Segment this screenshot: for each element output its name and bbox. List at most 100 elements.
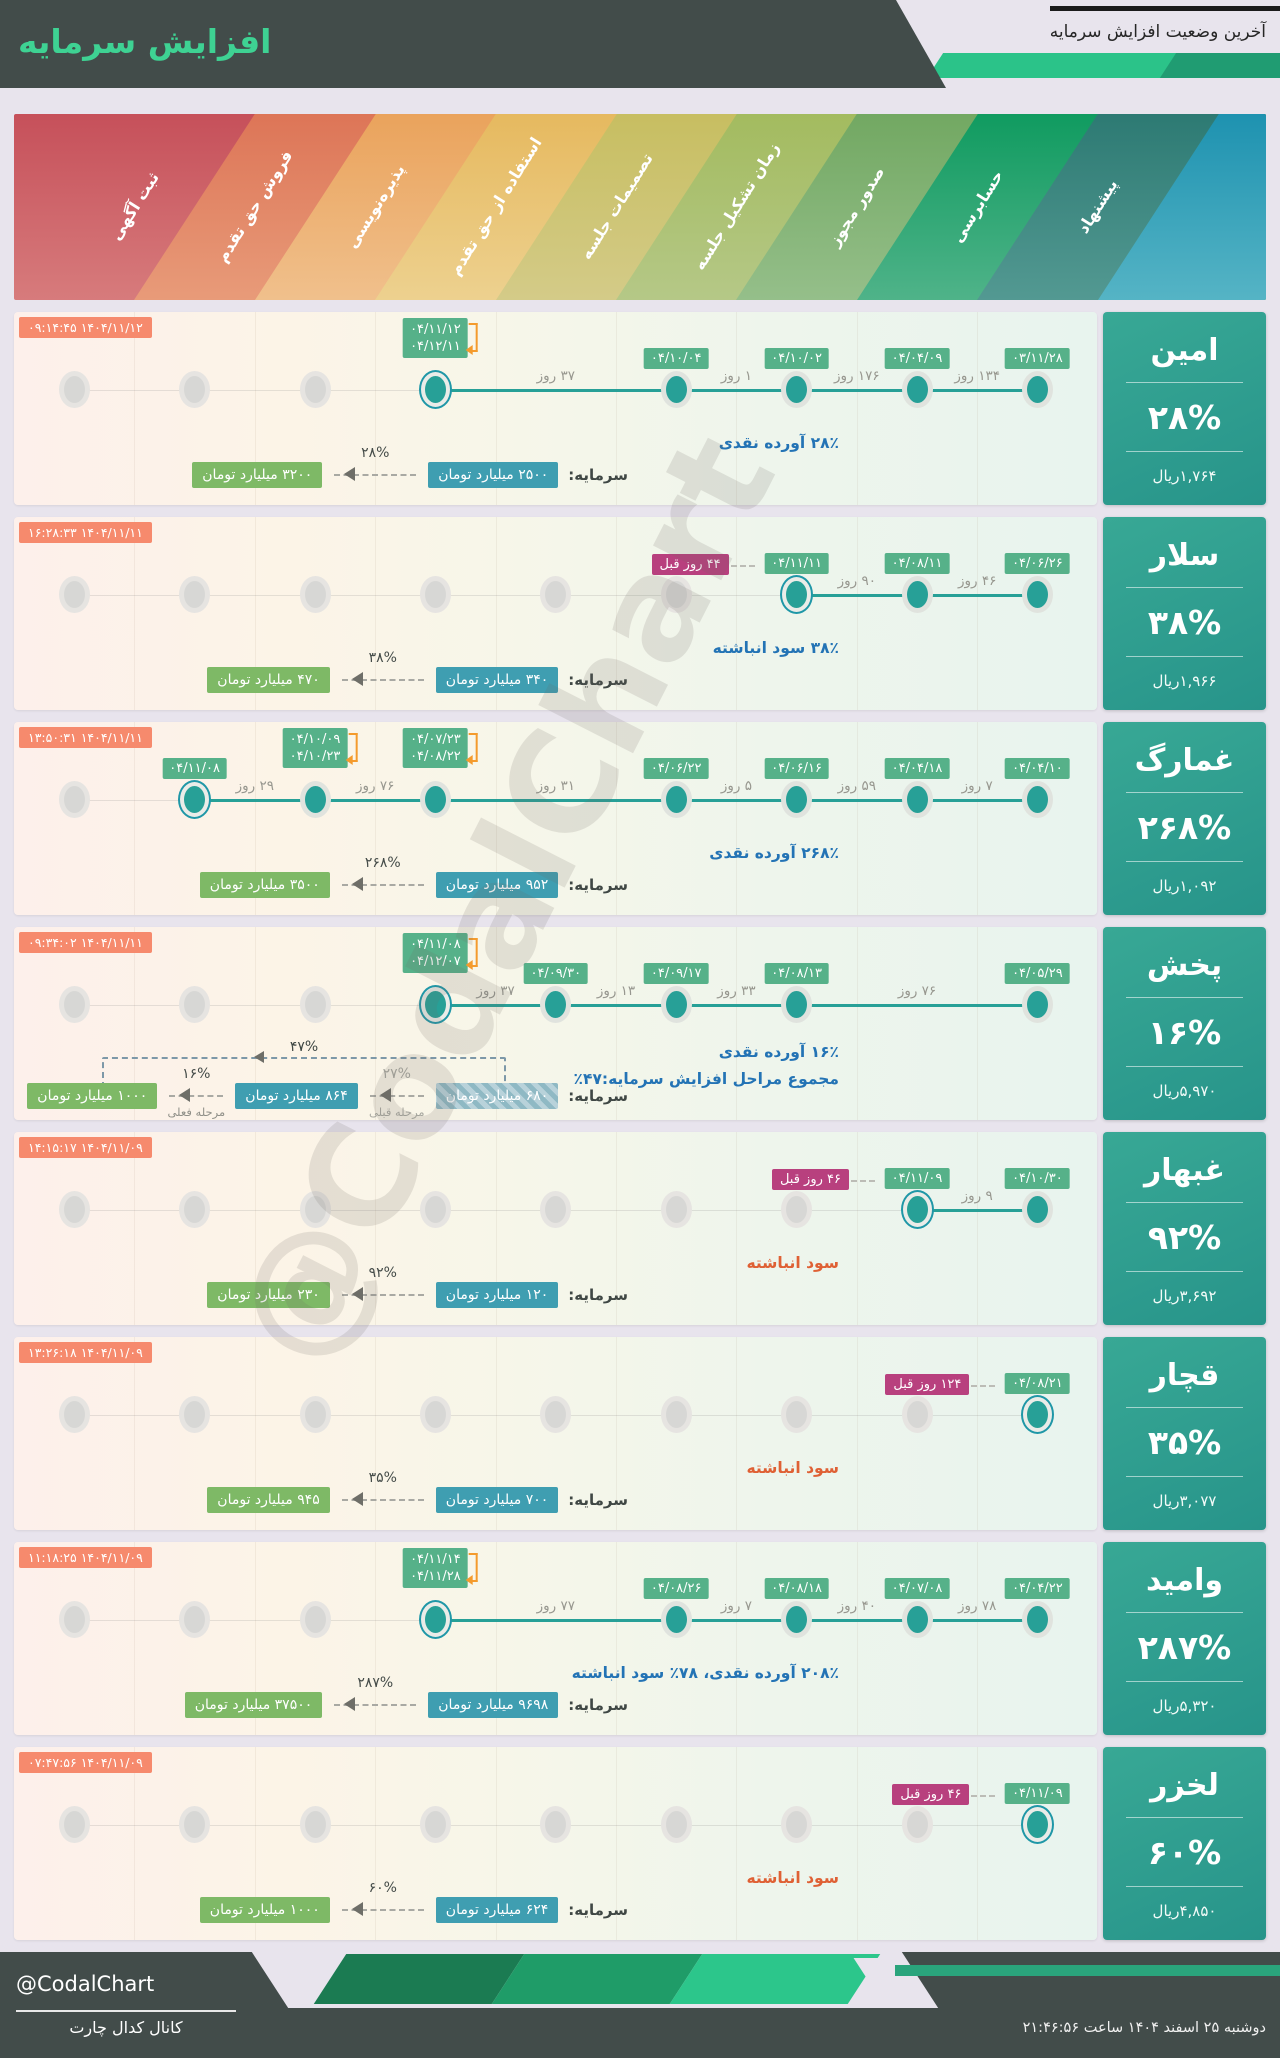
date-text: ۰۴/۱۱/۲۸ — [410, 1569, 461, 1584]
header-dark-wedge: افزایش سرمایه — [0, 0, 946, 88]
date-text: ۰۴/۰۵/۲۹ — [1012, 966, 1063, 981]
timeline-dot-inactive — [304, 581, 326, 608]
date-badge: ۰۴/۰۴/۱۸ — [884, 758, 950, 779]
days-ago-connector — [730, 565, 755, 567]
card-divider — [1125, 1271, 1244, 1272]
column-separator — [254, 1337, 256, 1530]
date-text: ۰۴/۱۲/۱۱ — [410, 339, 461, 354]
company-percent: ۱۶% — [1147, 1012, 1222, 1052]
column-separator — [856, 927, 858, 1120]
capital-arrow: ۹۲% — [340, 1265, 426, 1307]
date-text: ۰۴/۱۲/۰۷ — [410, 954, 461, 969]
company-name: سلار — [1149, 537, 1220, 573]
timeline-dot-current — [786, 581, 808, 608]
timeline-dot-done — [906, 786, 928, 813]
date-badge: ۰۴/۰۹/۱۷ — [643, 963, 709, 984]
timeline-dot-inactive — [665, 1196, 687, 1223]
column-separator — [254, 1747, 256, 1940]
days-gap-label: ۳۷ روز — [536, 368, 575, 384]
timeline-dot-inactive — [63, 1811, 85, 1838]
timeline-dot-done — [786, 786, 808, 813]
timeline-dot-inactive — [545, 581, 567, 608]
column-separator — [495, 722, 497, 915]
column-separator — [856, 1337, 858, 1530]
capital-value-badge: ۲۳۰ میلیارد تومان — [207, 1282, 330, 1308]
capital-value-badge: ۳۷۵۰۰ میلیارد تومان — [184, 1692, 323, 1718]
capital-label: سرمایه: — [568, 466, 628, 484]
capital-stage-note: مرحله فعلی — [167, 1105, 226, 1119]
timeline-dot-inactive — [906, 1401, 928, 1428]
date-badge: ۰۴/۰۴/۱۰ — [1005, 758, 1070, 779]
company-card: وامید ۲۸۷% ۵,۳۲۰ریال — [1103, 1542, 1266, 1735]
row-description-line: مجموع مراحل افزایش سرمایه:۴۷٪ — [573, 1070, 839, 1088]
capital-value-badge: ۳۲۰۰ میلیارد تومان — [192, 462, 323, 488]
timeline-dot-inactive — [184, 376, 206, 403]
timeline-dot-inactive — [184, 1606, 206, 1633]
company-card: پخش ۱۶% ۵,۹۷۰ریال — [1103, 927, 1266, 1120]
company-percent: ۹۲% — [1147, 1217, 1222, 1257]
timeline-dot-done — [665, 1606, 687, 1633]
capital-value-badge: ۹۴۵ میلیارد تومان — [207, 1487, 330, 1513]
update-timestamp-badge: ۱۴۰۴/۱۱/۰۹ ۱۴:۱۵:۱۷ — [19, 1137, 152, 1158]
timeline-dot-done — [1026, 991, 1048, 1018]
footer-datetime: دوشنبه ۲۵ اسفند ۱۴۰۴ ساعت ۲۱:۴۶:۵۶ — [1022, 2020, 1266, 2036]
company-percent: ۳۸% — [1147, 602, 1222, 642]
timeline-dot-inactive — [184, 991, 206, 1018]
footer-green-bar — [895, 1965, 1280, 1976]
column-separator — [616, 517, 617, 710]
row-description-line: سود انباشته — [746, 1459, 839, 1477]
days-gap-label: ۷۶ روز — [356, 778, 395, 794]
column-separator — [856, 517, 858, 710]
capital-arrow: ۳۸% — [340, 650, 426, 692]
capital-total-arrow-icon — [254, 1051, 264, 1063]
column-separator — [134, 1337, 136, 1530]
range-bracket-arrow-icon — [345, 755, 353, 765]
timeline-dot-inactive — [424, 581, 446, 608]
days-gap-label: ۹۰ روز — [837, 573, 876, 589]
capital-strip: سرمایه: ۳۴۰ میلیارد تومان ۳۸% ۴۷۰ میلیارد ت… — [28, 650, 628, 703]
date-text: ۰۴/۰۸/۲۲ — [410, 749, 461, 764]
row-description-line: ۳۸٪ سود انباشته — [712, 639, 839, 657]
column-separator — [616, 1132, 617, 1325]
date-badge: ۰۴/۰۶/۱۶ — [764, 758, 829, 779]
column-separator — [495, 312, 497, 505]
company-price: ۱,۷۶۴ریال — [1152, 466, 1217, 485]
capital-strip: سرمایه: ۹۵۲ میلیارد تومان ۲۶۸% ۳۵۰۰ میلیارد… — [28, 855, 628, 908]
date-text: ۰۳/۱۱/۲۸ — [1012, 351, 1063, 366]
company-price: ۱,۹۶۶ریال — [1152, 671, 1217, 690]
row-description-line: سود انباشته — [746, 1869, 839, 1887]
days-gap-label: ۱۷۶ روز — [833, 368, 880, 384]
company-percent: ۳۵% — [1147, 1422, 1222, 1462]
date-text: ۰۴/۰۴/۰۹ — [891, 351, 943, 366]
column-separator — [495, 1337, 497, 1530]
capital-label: سرمایه: — [568, 1491, 628, 1509]
capital-value-badge: ۴۷۰ میلیارد تومان — [207, 667, 330, 693]
date-badge: ۰۴/۱۱/۱۲ ۰۴/۱۲/۱۱ — [403, 318, 478, 358]
capital-strip: سرمایه: ۶۲۴ میلیارد تومان ۶۰% ۱۰۰۰ میلیارد … — [28, 1880, 628, 1933]
capital-arrow-head-icon — [344, 1697, 356, 1711]
card-divider — [1125, 997, 1244, 998]
column-separator — [134, 927, 136, 1120]
capital-label: سرمایه: — [568, 1286, 628, 1304]
date-text: ۰۴/۰۷/۲۳ — [410, 732, 461, 747]
days-gap-label: ۱۳ روز — [596, 983, 636, 999]
date-badge: ۰۴/۰۸/۲۶ — [643, 1578, 709, 1599]
column-separator — [375, 927, 377, 1120]
capital-arrow-dash — [341, 884, 424, 886]
timeline-dot-inactive — [545, 1811, 567, 1838]
capital-arrow-head-icon — [351, 877, 363, 891]
days-gap-label: ۹ روز — [961, 1188, 993, 1204]
row-panel: ۱۴۰۴/۱۱/۱۲ ۰۹:۱۴:۴۵ ۰۴/۱۱/۱۲ ۰۴/۱۲/۱۱ ۰۴/۱۰… — [14, 312, 1097, 505]
company-name: غبهار — [1143, 1152, 1226, 1188]
column-separator — [375, 517, 377, 710]
range-bracket-arrow-icon — [465, 755, 473, 765]
header-ribbon-light — [926, 53, 1179, 78]
capital-value-badge: ۹۵۲ میلیارد تومان — [435, 872, 559, 898]
row-panel: ۱۴۰۴/۱۱/۰۹ ۰۷:۴۷:۵۶ ۰۴/۱۱/۰۹ ۴۶ روز قبل سود… — [14, 1747, 1097, 1940]
date-badge: ۰۴/۱۰/۰۹ ۰۴/۱۰/۲۳ — [282, 728, 358, 768]
days-gap-label: ۴۶ روز — [958, 573, 997, 589]
column-separator — [977, 312, 979, 505]
company-row: ۱۴۰۴/۱۱/۱۲ ۰۹:۱۴:۴۵ ۰۴/۱۱/۱۲ ۰۴/۱۲/۱۱ ۰۴/۱۰… — [14, 312, 1266, 505]
capital-strip: سرمایه: ۶۸۰ میلیارد تومان ۲۷% مرحله قبلی ۸۶۴… — [27, 1066, 628, 1119]
days-gap-label: ۷ روز — [720, 1598, 752, 1614]
